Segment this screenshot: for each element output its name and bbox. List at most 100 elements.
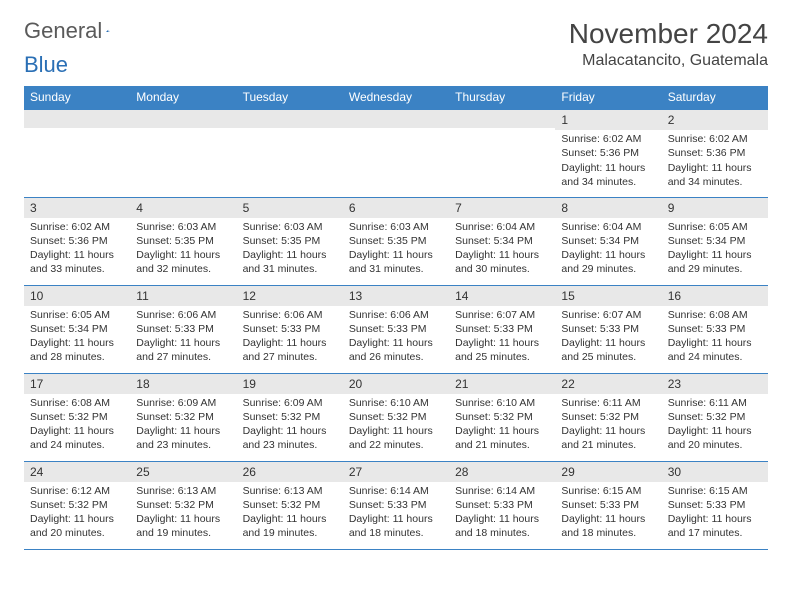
- daylight-text: Daylight: 11 hours and 24 minutes.: [668, 336, 762, 364]
- calendar-body: 1Sunrise: 6:02 AMSunset: 5:36 PMDaylight…: [24, 109, 768, 549]
- calendar-cell: 14Sunrise: 6:07 AMSunset: 5:33 PMDayligh…: [449, 285, 555, 373]
- day-number: 29: [555, 462, 661, 482]
- daylight-text: Daylight: 11 hours and 32 minutes.: [136, 248, 230, 276]
- sunrise-text: Sunrise: 6:14 AM: [349, 484, 443, 498]
- sunset-text: Sunset: 5:34 PM: [561, 234, 655, 248]
- day-number: [130, 110, 236, 128]
- sunset-text: Sunset: 5:32 PM: [136, 498, 230, 512]
- day-number: 10: [24, 286, 130, 306]
- calendar-cell: [237, 109, 343, 197]
- calendar-cell: 16Sunrise: 6:08 AMSunset: 5:33 PMDayligh…: [662, 285, 768, 373]
- daylight-text: Daylight: 11 hours and 29 minutes.: [668, 248, 762, 276]
- day-details: Sunrise: 6:12 AMSunset: 5:32 PMDaylight:…: [24, 482, 130, 545]
- sunrise-text: Sunrise: 6:07 AM: [455, 308, 549, 322]
- calendar-table: Sunday Monday Tuesday Wednesday Thursday…: [24, 86, 768, 550]
- day-details: Sunrise: 6:04 AMSunset: 5:34 PMDaylight:…: [555, 218, 661, 281]
- calendar-cell: 1Sunrise: 6:02 AMSunset: 5:36 PMDaylight…: [555, 109, 661, 197]
- sunset-text: Sunset: 5:33 PM: [349, 498, 443, 512]
- daylight-text: Daylight: 11 hours and 21 minutes.: [455, 424, 549, 452]
- day-number: 12: [237, 286, 343, 306]
- day-details: Sunrise: 6:09 AMSunset: 5:32 PMDaylight:…: [237, 394, 343, 457]
- day-number: 30: [662, 462, 768, 482]
- calendar-row: 1Sunrise: 6:02 AMSunset: 5:36 PMDaylight…: [24, 109, 768, 197]
- day-details: Sunrise: 6:07 AMSunset: 5:33 PMDaylight:…: [555, 306, 661, 369]
- sunrise-text: Sunrise: 6:02 AM: [30, 220, 124, 234]
- sunrise-text: Sunrise: 6:12 AM: [30, 484, 124, 498]
- day-details: Sunrise: 6:15 AMSunset: 5:33 PMDaylight:…: [555, 482, 661, 545]
- sunrise-text: Sunrise: 6:03 AM: [243, 220, 337, 234]
- day-number: 11: [130, 286, 236, 306]
- day-number: 6: [343, 198, 449, 218]
- sunrise-text: Sunrise: 6:13 AM: [243, 484, 337, 498]
- weekday-header: Monday: [130, 86, 236, 109]
- calendar-cell: 19Sunrise: 6:09 AMSunset: 5:32 PMDayligh…: [237, 373, 343, 461]
- day-details: Sunrise: 6:13 AMSunset: 5:32 PMDaylight:…: [237, 482, 343, 545]
- sunset-text: Sunset: 5:34 PM: [668, 234, 762, 248]
- calendar-cell: [24, 109, 130, 197]
- calendar-cell: 30Sunrise: 6:15 AMSunset: 5:33 PMDayligh…: [662, 461, 768, 549]
- daylight-text: Daylight: 11 hours and 29 minutes.: [561, 248, 655, 276]
- day-details: Sunrise: 6:03 AMSunset: 5:35 PMDaylight:…: [237, 218, 343, 281]
- daylight-text: Daylight: 11 hours and 30 minutes.: [455, 248, 549, 276]
- day-number: 25: [130, 462, 236, 482]
- sunrise-text: Sunrise: 6:05 AM: [30, 308, 124, 322]
- sunset-text: Sunset: 5:36 PM: [30, 234, 124, 248]
- sunrise-text: Sunrise: 6:08 AM: [30, 396, 124, 410]
- logo-word-2: Blue: [24, 52, 68, 78]
- calendar-cell: 2Sunrise: 6:02 AMSunset: 5:36 PMDaylight…: [662, 109, 768, 197]
- calendar-cell: 13Sunrise: 6:06 AMSunset: 5:33 PMDayligh…: [343, 285, 449, 373]
- day-number: 8: [555, 198, 661, 218]
- sunrise-text: Sunrise: 6:06 AM: [243, 308, 337, 322]
- day-details: Sunrise: 6:14 AMSunset: 5:33 PMDaylight:…: [449, 482, 555, 545]
- sunset-text: Sunset: 5:32 PM: [30, 410, 124, 424]
- calendar-cell: 29Sunrise: 6:15 AMSunset: 5:33 PMDayligh…: [555, 461, 661, 549]
- sunset-text: Sunset: 5:36 PM: [561, 146, 655, 160]
- day-details: Sunrise: 6:14 AMSunset: 5:33 PMDaylight:…: [343, 482, 449, 545]
- sunrise-text: Sunrise: 6:15 AM: [668, 484, 762, 498]
- sunset-text: Sunset: 5:34 PM: [30, 322, 124, 336]
- calendar-row: 10 Sunrise: 6:05 AMSunset: 5:34 PM Dayligh…: [24, 285, 768, 373]
- daylight-text: Daylight: 11 hours and 25 minutes.: [455, 336, 549, 364]
- daylight-text: Daylight: 11 hours and 27 minutes.: [136, 336, 230, 364]
- sunrise-text: Sunrise: 6:11 AM: [561, 396, 655, 410]
- weekday-header: Sunday: [24, 86, 130, 109]
- day-details: Sunrise: 6:06 AMSunset: 5:33 PMDaylight:…: [343, 306, 449, 369]
- day-details: Sunrise: 6:06 AMSunset: 5:33 PMDaylight:…: [237, 306, 343, 369]
- day-number: 9: [662, 198, 768, 218]
- sunrise-text: Sunrise: 6:05 AM: [668, 220, 762, 234]
- weekday-header: Tuesday: [237, 86, 343, 109]
- day-number: 7: [449, 198, 555, 218]
- sunset-text: Sunset: 5:32 PM: [243, 410, 337, 424]
- sunset-text: Sunset: 5:32 PM: [243, 498, 337, 512]
- sunset-text: Sunset: 5:33 PM: [668, 322, 762, 336]
- sunrise-text: Sunrise: 6:02 AM: [561, 132, 655, 146]
- calendar-cell: 18Sunrise: 6:09 AMSunset: 5:32 PMDayligh…: [130, 373, 236, 461]
- day-details: Sunrise: 6:02 AMSunset: 5:36 PMDaylight:…: [24, 218, 130, 281]
- logo-sail-icon: [106, 23, 109, 39]
- calendar-cell: 6Sunrise: 6:03 AMSunset: 5:35 PMDaylight…: [343, 197, 449, 285]
- day-number: 20: [343, 374, 449, 394]
- daylight-text: Daylight: 11 hours and 18 minutes.: [561, 512, 655, 540]
- sunrise-text: Sunrise: 6:10 AM: [349, 396, 443, 410]
- daylight-text: Daylight: 11 hours and 25 minutes.: [561, 336, 655, 364]
- sunset-text: Sunset: 5:35 PM: [349, 234, 443, 248]
- calendar-cell: 24Sunrise: 6:12 AMSunset: 5:32 PMDayligh…: [24, 461, 130, 549]
- sunrise-text: Sunrise: 6:10 AM: [455, 396, 549, 410]
- day-details: Sunrise: 6:09 AMSunset: 5:32 PMDaylight:…: [130, 394, 236, 457]
- sunrise-text: Sunrise: 6:09 AM: [136, 396, 230, 410]
- day-number: 27: [343, 462, 449, 482]
- daylight-text: Daylight: 11 hours and 17 minutes.: [668, 512, 762, 540]
- sunset-text: Sunset: 5:35 PM: [243, 234, 337, 248]
- calendar-cell: 20Sunrise: 6:10 AMSunset: 5:32 PMDayligh…: [343, 373, 449, 461]
- day-details: Sunrise: 6:08 AMSunset: 5:33 PMDaylight:…: [662, 306, 768, 369]
- sunset-text: Sunset: 5:33 PM: [561, 322, 655, 336]
- day-details: Sunrise: 6:05 AMSunset: 5:34 PMDaylight:…: [662, 218, 768, 281]
- day-number: 5: [237, 198, 343, 218]
- sunset-text: Sunset: 5:32 PM: [561, 410, 655, 424]
- calendar-cell: 25Sunrise: 6:13 AMSunset: 5:32 PMDayligh…: [130, 461, 236, 549]
- calendar-cell: [449, 109, 555, 197]
- daylight-text: Daylight: 11 hours and 24 minutes.: [30, 424, 124, 452]
- calendar-cell: 3Sunrise: 6:02 AMSunset: 5:36 PMDaylight…: [24, 197, 130, 285]
- sunset-text: Sunset: 5:33 PM: [349, 322, 443, 336]
- day-number: 22: [555, 374, 661, 394]
